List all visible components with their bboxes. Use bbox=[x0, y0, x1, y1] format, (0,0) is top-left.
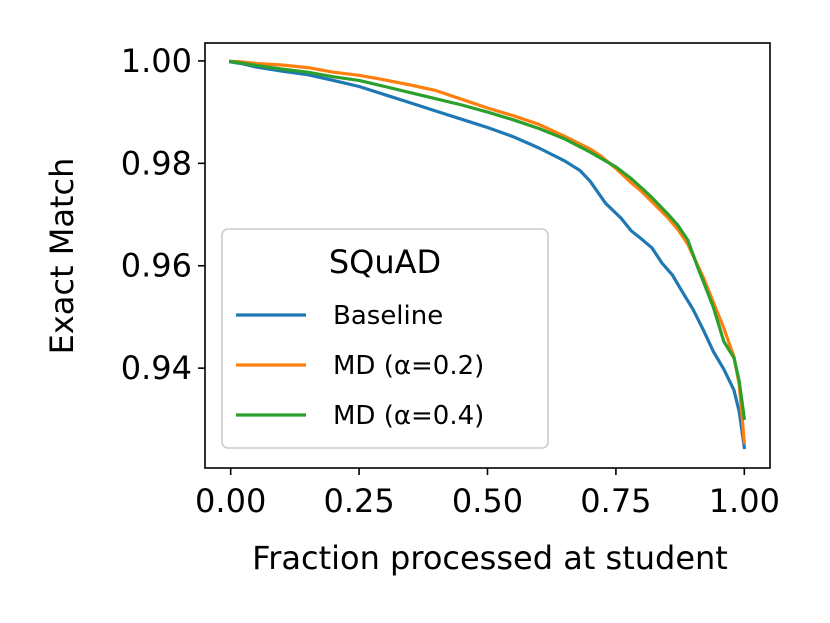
x-tick-label: 0.50 bbox=[452, 482, 523, 520]
x-axis-title: Fraction processed at student bbox=[252, 539, 728, 577]
x-tick-label: 1.00 bbox=[709, 482, 780, 520]
series-line-1 bbox=[228, 60, 747, 450]
y-tick-label: 0.96 bbox=[121, 247, 192, 285]
x-tick-label: 0.25 bbox=[323, 482, 394, 520]
legend-label-1: Baseline bbox=[333, 301, 443, 331]
series-line-3 bbox=[228, 59, 747, 421]
y-tick-label: 0.94 bbox=[121, 349, 192, 387]
legend-box bbox=[221, 228, 549, 449]
legend-title: SQuAD bbox=[329, 243, 441, 281]
series-layer bbox=[228, 59, 747, 450]
y-tick-label: 1.00 bbox=[121, 42, 192, 80]
x-axis-ticks: 0.00 0.25 0.50 0.75 1.00 bbox=[195, 468, 780, 520]
x-tick-label: 0.75 bbox=[580, 482, 651, 520]
x-tick-label: 0.00 bbox=[195, 482, 266, 520]
y-tick-label: 0.98 bbox=[121, 144, 192, 182]
y-axis-ticks: 0.94 0.96 0.98 1.00 bbox=[121, 42, 205, 387]
y-axis-title: Exact Match bbox=[43, 158, 81, 355]
legend-label-2: MD (α=0.2) bbox=[333, 351, 484, 381]
legend-entries: Baseline MD (α=0.2) MD (α=0.4) bbox=[236, 301, 484, 431]
legend-label-3: MD (α=0.4) bbox=[333, 401, 484, 431]
legend: SQuAD Baseline MD (α=0.2) MD (α=0.4) bbox=[221, 228, 549, 449]
